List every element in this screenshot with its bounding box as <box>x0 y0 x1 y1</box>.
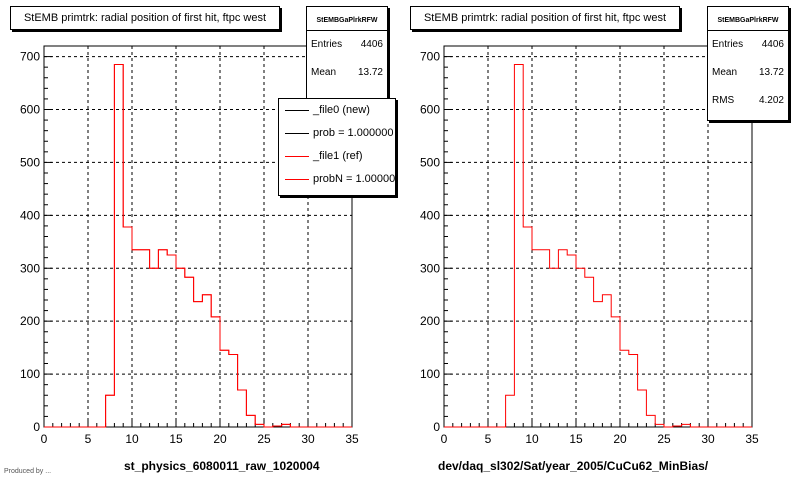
x-tick-label: 30 <box>701 432 715 446</box>
legend-entry-probn: probN = 1.000000 <box>279 168 395 191</box>
x-tick-label: 5 <box>485 432 492 446</box>
legend-label-prob: prob = 1.000000 <box>313 127 394 139</box>
right-stats-mean: Mean 13.72 <box>708 59 788 87</box>
legend-line-probn <box>285 179 309 180</box>
entries-label: Entries <box>311 39 343 50</box>
y-tick-label: 600 <box>420 103 440 117</box>
rms-label: RMS <box>712 95 735 106</box>
right-panel: StEMB primtrk: radial position of first … <box>400 0 800 480</box>
x-tick-label: 35 <box>345 432 359 446</box>
x-tick-label: 15 <box>169 432 183 446</box>
x-tick-label: 20 <box>213 432 227 446</box>
histogram-series-1 <box>444 64 752 428</box>
entries-label: Entries <box>712 39 744 50</box>
legend-line-prob <box>285 133 309 134</box>
y-tick-label: 0 <box>33 420 40 434</box>
x-tick-label: 15 <box>569 432 583 446</box>
left-stats-mean: Mean 13.72 <box>307 59 387 87</box>
x-tick-label: 10 <box>525 432 539 446</box>
mean-value: 13.72 <box>758 67 784 78</box>
y-tick-label: 600 <box>20 103 40 117</box>
legend-label-file0: _file0 (new) <box>313 104 370 116</box>
y-tick-label: 400 <box>20 208 40 222</box>
left-title: StEMB primtrk: radial position of first … <box>10 6 280 30</box>
y-tick-label: 200 <box>420 314 440 328</box>
x-tick-label: 25 <box>257 432 271 446</box>
y-tick-label: 300 <box>20 261 40 275</box>
y-tick-label: 100 <box>20 367 40 381</box>
legend-label-probn: probN = 1.000000 <box>313 173 396 185</box>
legend-label-file1: _file1 (ref) <box>313 150 363 162</box>
y-tick-label: 0 <box>433 420 440 434</box>
y-tick-label: 300 <box>420 261 440 275</box>
right-stats-rms: RMS 4.202 <box>708 87 788 115</box>
x-tick-label: 5 <box>85 432 92 446</box>
footer-text: Produced by ... <box>4 468 52 475</box>
histogram-series-2 <box>44 64 352 428</box>
y-tick-label: 100 <box>420 367 440 381</box>
left-stats-box: StEMBGaPlrkRFW Entries 4406 Mean 13.72 <box>306 6 388 100</box>
legend-entry-file1: _file1 (ref) <box>279 145 395 168</box>
y-tick-label: 200 <box>20 314 40 328</box>
y-tick-label: 500 <box>20 155 40 169</box>
mean-label: Mean <box>712 67 738 78</box>
rms-value: 4.202 <box>758 95 784 106</box>
mean-value: 13.72 <box>357 67 383 78</box>
left-x-axis-title: st_physics_6080011_raw_1020004 <box>124 459 320 473</box>
legend-line-file0 <box>285 110 309 111</box>
y-tick-label: 700 <box>20 50 40 64</box>
legend-entry-file0: _file0 (new) <box>279 99 395 122</box>
legend-box: _file0 (new) prob = 1.000000 _file1 (ref… <box>278 98 396 196</box>
left-stats-entries: Entries 4406 <box>307 31 387 59</box>
x-tick-label: 0 <box>41 432 48 446</box>
y-tick-label: 400 <box>420 208 440 222</box>
right-stats-entries: Entries 4406 <box>708 31 788 59</box>
mean-label: Mean <box>311 67 337 78</box>
y-tick-label: 500 <box>420 155 440 169</box>
right-histogram: 0 5 10 15 20 25 30 35 0 100 200 300 400 500 600 700 <box>420 45 759 446</box>
right-title: StEMB primtrk: radial position of first … <box>410 6 680 30</box>
legend-line-file1 <box>285 156 309 157</box>
entries-value: 4406 <box>761 39 784 50</box>
left-stats-name: StEMBGaPlrkRFW <box>307 7 387 31</box>
x-tick-label: 10 <box>125 432 139 446</box>
x-tick-label: 20 <box>613 432 627 446</box>
x-tick-label: 35 <box>745 432 759 446</box>
x-tick-label: 30 <box>301 432 315 446</box>
x-tick-label: 25 <box>657 432 671 446</box>
y-tick-label: 700 <box>420 50 440 64</box>
left-histogram: 0 5 10 15 20 25 30 35 0 100 200 300 400 500 600 700 <box>20 45 359 446</box>
right-stats-box: StEMBGaPlrkRFW Entries 4406 Mean 13.72 R… <box>707 6 789 121</box>
right-x-axis-title: dev/daq_sl302/Sat/year_2005/CuCu62_MinBi… <box>438 459 709 473</box>
legend-entry-prob: prob = 1.000000 <box>279 122 395 145</box>
plot-frame <box>443 45 753 428</box>
entries-value: 4406 <box>360 39 383 50</box>
left-panel: StEMB primtrk: radial position of first … <box>10 6 396 473</box>
right-stats-name: StEMBGaPlrkRFW <box>708 7 788 31</box>
x-tick-label: 0 <box>441 432 448 446</box>
